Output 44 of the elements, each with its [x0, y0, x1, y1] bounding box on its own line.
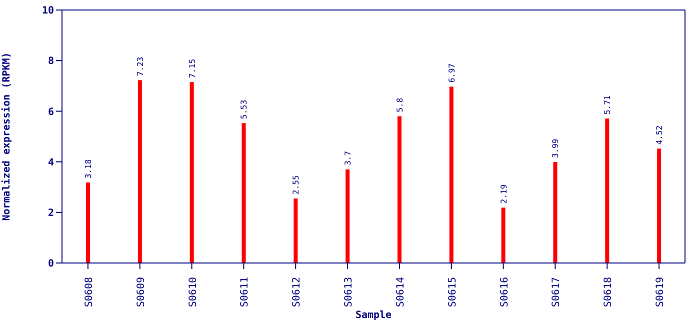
bar: [553, 162, 558, 263]
bar: [294, 198, 298, 263]
data-label: 5.53: [240, 100, 249, 120]
data-label: 2.55: [292, 175, 301, 194]
bar: [449, 86, 454, 263]
data-label: 2.19: [499, 184, 508, 204]
x-tick-label: S0617: [551, 277, 562, 308]
data-label: 3.99: [551, 138, 560, 158]
x-tick-label: S0609: [136, 277, 147, 308]
data-label: 5.71: [603, 95, 612, 115]
bar: [138, 80, 142, 263]
bar: [501, 208, 506, 263]
data-label: 5.8: [396, 98, 404, 112]
data-label: 7.23: [136, 56, 145, 76]
y-tick-label: 8: [48, 56, 54, 68]
x-tick-label: S0610: [188, 277, 199, 308]
x-axis-title: Sample: [355, 310, 392, 320]
x-tick-label: S0619: [655, 277, 666, 308]
bar: [346, 169, 350, 263]
y-tick-label: 6: [48, 106, 54, 118]
bar: [657, 148, 662, 263]
y-tick-label: 0: [48, 258, 54, 270]
bar: [242, 123, 246, 263]
data-label: 3.7: [344, 150, 353, 166]
data-label: 6.97: [447, 63, 456, 83]
y-tick-label: 2: [48, 208, 54, 219]
data-label: 7.15: [188, 58, 197, 78]
y-tick-label: 4: [48, 157, 54, 168]
y-tick-label: 10: [42, 6, 54, 17]
data-label: 4.52: [655, 125, 664, 145]
bar: [190, 82, 194, 263]
bar: [86, 182, 90, 263]
bar: [398, 116, 402, 263]
x-tick-label: S0616: [499, 277, 510, 308]
bar: [605, 118, 610, 263]
x-tick-label: S0608: [84, 277, 95, 308]
x-tick-label: S0612: [292, 277, 303, 308]
x-tick-label: S0615: [447, 277, 458, 308]
x-tick-label: S0614: [395, 277, 406, 308]
x-tick-label: S0611: [240, 277, 251, 308]
x-tick-label: S0613: [344, 277, 355, 308]
data-label: 3.18: [84, 159, 93, 179]
y-axis-title: Normalized expression (RPKM): [0, 52, 13, 221]
x-tick-label: S0618: [603, 277, 614, 308]
